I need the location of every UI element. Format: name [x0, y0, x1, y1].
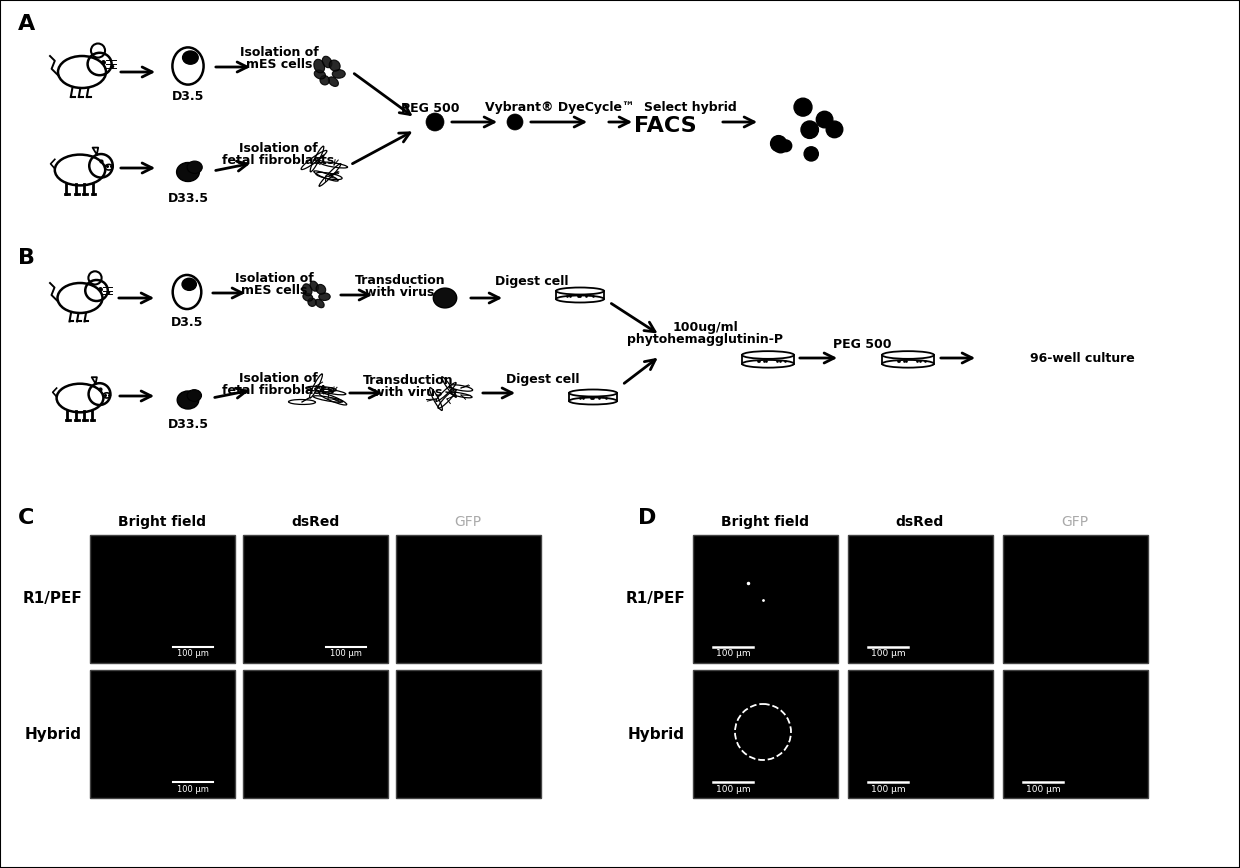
Text: 100 μm: 100 μm: [1025, 785, 1060, 793]
Text: D3.5: D3.5: [171, 315, 203, 328]
Ellipse shape: [310, 281, 319, 292]
Text: 100 μm: 100 μm: [715, 785, 750, 793]
Circle shape: [816, 111, 833, 128]
Ellipse shape: [315, 299, 324, 308]
Ellipse shape: [176, 162, 200, 181]
Text: mES cells: mES cells: [241, 284, 308, 297]
Circle shape: [804, 147, 818, 161]
Ellipse shape: [332, 69, 345, 78]
Ellipse shape: [314, 59, 325, 73]
Circle shape: [427, 113, 444, 131]
Text: 100 μm: 100 μm: [870, 649, 905, 659]
Text: Isolation of: Isolation of: [238, 372, 317, 385]
Text: 96-well culture: 96-well culture: [1030, 352, 1135, 365]
Text: FACS: FACS: [634, 116, 697, 136]
Ellipse shape: [308, 298, 316, 306]
Bar: [396, 670, 541, 798]
Text: D33.5: D33.5: [167, 418, 208, 431]
Ellipse shape: [177, 391, 198, 409]
Circle shape: [826, 122, 843, 138]
Text: Hybrid: Hybrid: [627, 727, 684, 741]
Text: 100 μm: 100 μm: [177, 785, 208, 793]
Bar: [243, 535, 388, 663]
Ellipse shape: [320, 76, 330, 85]
Text: GFP: GFP: [454, 515, 481, 529]
Text: Transduction: Transduction: [355, 273, 445, 286]
Ellipse shape: [314, 70, 325, 79]
Text: R1/PEF: R1/PEF: [22, 591, 82, 607]
Text: with virus: with virus: [373, 385, 443, 398]
Circle shape: [774, 138, 787, 153]
Bar: [1003, 670, 1148, 798]
Ellipse shape: [322, 56, 332, 68]
Bar: [396, 535, 541, 663]
Text: Vybrant® DyeCycle™: Vybrant® DyeCycle™: [485, 102, 635, 115]
Bar: [91, 670, 236, 798]
Bar: [693, 670, 838, 798]
Text: D: D: [639, 508, 656, 528]
Text: Digest cell: Digest cell: [495, 275, 569, 288]
Text: 100 μm: 100 μm: [715, 649, 750, 659]
Ellipse shape: [330, 60, 340, 71]
Ellipse shape: [303, 284, 312, 296]
Ellipse shape: [433, 288, 456, 308]
Ellipse shape: [329, 77, 339, 87]
Text: PEG 500: PEG 500: [833, 338, 892, 351]
Text: Bright field: Bright field: [118, 515, 206, 529]
Text: Digest cell: Digest cell: [506, 373, 580, 386]
Circle shape: [801, 121, 818, 138]
Ellipse shape: [319, 293, 330, 300]
Text: Transduction: Transduction: [362, 373, 454, 386]
Text: C: C: [19, 508, 35, 528]
Bar: [848, 535, 993, 663]
Bar: [243, 670, 388, 798]
Text: fetal fibroblasts: fetal fibroblasts: [222, 384, 334, 397]
Text: Bright field: Bright field: [720, 515, 808, 529]
Ellipse shape: [303, 293, 312, 301]
Ellipse shape: [182, 279, 196, 291]
Ellipse shape: [187, 161, 202, 174]
Circle shape: [794, 98, 812, 116]
Text: phytohemagglutinin-P: phytohemagglutinin-P: [627, 333, 782, 346]
Text: D3.5: D3.5: [172, 90, 205, 103]
Ellipse shape: [187, 390, 201, 401]
Bar: [848, 670, 993, 798]
Circle shape: [780, 140, 791, 152]
Text: GFP: GFP: [1061, 515, 1089, 529]
Ellipse shape: [182, 51, 198, 64]
Text: Hybrid: Hybrid: [25, 727, 82, 741]
Text: fetal fibroblasts: fetal fibroblasts: [222, 154, 334, 167]
Circle shape: [507, 114, 523, 130]
Text: dsRed: dsRed: [895, 515, 944, 529]
Bar: [91, 535, 236, 663]
Text: R1/PEF: R1/PEF: [625, 591, 684, 607]
Text: Isolation of: Isolation of: [239, 45, 319, 58]
Circle shape: [770, 135, 786, 152]
Text: 100 μm: 100 μm: [177, 649, 208, 659]
Text: with virus: with virus: [366, 286, 435, 299]
Ellipse shape: [316, 285, 326, 294]
Text: Isolation of: Isolation of: [238, 141, 317, 155]
Bar: [1003, 535, 1148, 663]
Text: Select hybrid: Select hybrid: [644, 102, 737, 115]
Text: PEG 500: PEG 500: [401, 102, 459, 115]
Text: A: A: [19, 14, 35, 34]
Text: 100ug/ml: 100ug/ml: [672, 321, 738, 334]
Text: D33.5: D33.5: [167, 192, 208, 205]
Bar: [693, 535, 838, 663]
Text: Isolation of: Isolation of: [234, 272, 314, 285]
Text: mES cells: mES cells: [246, 58, 312, 71]
Text: B: B: [19, 248, 35, 268]
Text: 100 μm: 100 μm: [330, 649, 362, 659]
Text: dsRed: dsRed: [291, 515, 339, 529]
Text: 100 μm: 100 μm: [870, 785, 905, 793]
